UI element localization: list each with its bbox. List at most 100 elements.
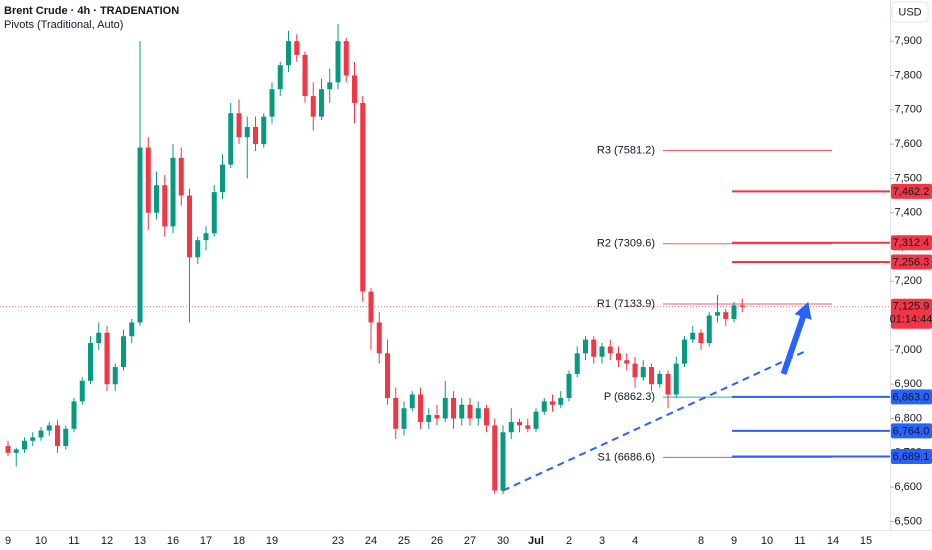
candle-body (739, 305, 745, 307)
level-price-box (891, 389, 932, 405)
y-tick-label: 7,400 (894, 207, 922, 219)
candle-body (657, 373, 663, 385)
candle-body (368, 291, 374, 323)
x-tick-label: 14 (827, 535, 839, 547)
candle-body (607, 346, 613, 354)
y-tick-label: 7,500 (894, 172, 922, 184)
x-tick-label: 3 (599, 535, 605, 547)
candle-body (112, 367, 118, 385)
pivot-label: R1 (7133.9) (597, 298, 655, 310)
candle-body (426, 415, 432, 422)
level-price-box (891, 235, 932, 251)
candle-body (327, 82, 333, 90)
chart-subtitle: Pivots (Traditional, Auto) (4, 19, 123, 31)
x-tick-label: 15 (860, 535, 872, 547)
y-tick-label: 7,600 (894, 138, 922, 150)
candle-body (277, 65, 283, 90)
candle-body (253, 126, 258, 145)
candle-body (459, 404, 465, 419)
candle-body (731, 305, 737, 320)
x-tick-label: 24 (365, 535, 377, 547)
candle-body (599, 346, 605, 357)
y-tick-label: 7,900 (894, 35, 922, 47)
candle-body (376, 322, 382, 354)
x-tick-label: 10 (35, 535, 47, 547)
pivot-label: P (6862.3) (604, 391, 655, 403)
candle-body (96, 332, 102, 344)
candle-body (79, 380, 85, 402)
candle-body (591, 339, 597, 357)
candle-layer (5, 24, 745, 494)
x-tick-label: 8 (698, 535, 704, 547)
y-tick-label: 7,700 (894, 104, 922, 116)
axis-layer: 6,5006,6006,7006,8006,9007,0007,1007,200… (5, 35, 932, 547)
candle-body (533, 411, 539, 429)
pivot-label: R2 (7309.6) (597, 238, 655, 250)
x-tick-label: 9 (731, 535, 737, 547)
x-tick-label: 10 (761, 535, 773, 547)
level-price-box (891, 423, 932, 439)
candle-body (574, 353, 580, 374)
x-tick-label: 2 (566, 535, 572, 547)
last-price-label: 7,125.9 (893, 301, 930, 313)
candle-body (129, 322, 135, 337)
y-tick-label: 6,500 (894, 515, 922, 527)
x-tick-label: 30 (497, 535, 509, 547)
candle-body (63, 428, 69, 446)
candle-body (706, 315, 712, 344)
candle-body (682, 339, 687, 364)
y-tick-label: 6,900 (894, 378, 922, 390)
candle-body (566, 373, 572, 398)
candle-body (467, 404, 473, 419)
currency-box[interactable] (891, 1, 929, 23)
candle-body (665, 373, 671, 395)
x-tick-label: 19 (266, 535, 278, 547)
candle-body (55, 425, 60, 446)
candle-body (88, 343, 93, 381)
x-tick-label: 4 (632, 535, 638, 547)
last-price-box (891, 298, 932, 329)
candle-body (649, 367, 654, 385)
x-tick-label: 27 (464, 535, 476, 547)
x-tick-label: 11 (794, 535, 805, 547)
x-tick-label: 16 (167, 535, 179, 547)
candle-body (5, 445, 11, 453)
chart-title: Brent Crude · 4h · TRADENATION (4, 5, 179, 17)
candle-body (38, 430, 44, 438)
currency[interactable]: USD (898, 6, 921, 18)
candle-body (409, 394, 415, 409)
candle-body (22, 440, 27, 450)
candle-body (220, 164, 225, 193)
candle-body (244, 126, 250, 138)
candle-body (492, 425, 498, 491)
x-tick-label: 18 (233, 535, 245, 547)
candle-body (187, 195, 192, 258)
candle-body (451, 397, 456, 419)
x-tick-label: 25 (398, 535, 410, 547)
candle-body (624, 360, 630, 364)
candle-body (632, 363, 638, 378)
candle-body (302, 54, 308, 97)
candle-body (162, 185, 168, 227)
level-price-label: 7,312.4 (893, 237, 930, 249)
candle-body (401, 408, 407, 429)
level-price-box (891, 183, 932, 199)
candle-body (393, 397, 399, 429)
y-tick-label: 7,200 (894, 275, 922, 287)
candle-body (104, 332, 110, 385)
candle-body (500, 432, 506, 491)
candle-body (286, 41, 291, 66)
candle-body (261, 116, 267, 145)
candle-body (121, 336, 126, 368)
candle-body (154, 185, 159, 213)
level-price-label: 6,689.1 (893, 451, 930, 463)
candle-body (541, 401, 547, 412)
y-tick-label: 6,600 (894, 481, 922, 493)
y-tick-label: 6,800 (894, 412, 922, 424)
level-price-label: 6,863.0 (893, 391, 930, 403)
trendline (502, 348, 809, 492)
candle-body (550, 401, 555, 405)
candle-body (137, 147, 143, 323)
